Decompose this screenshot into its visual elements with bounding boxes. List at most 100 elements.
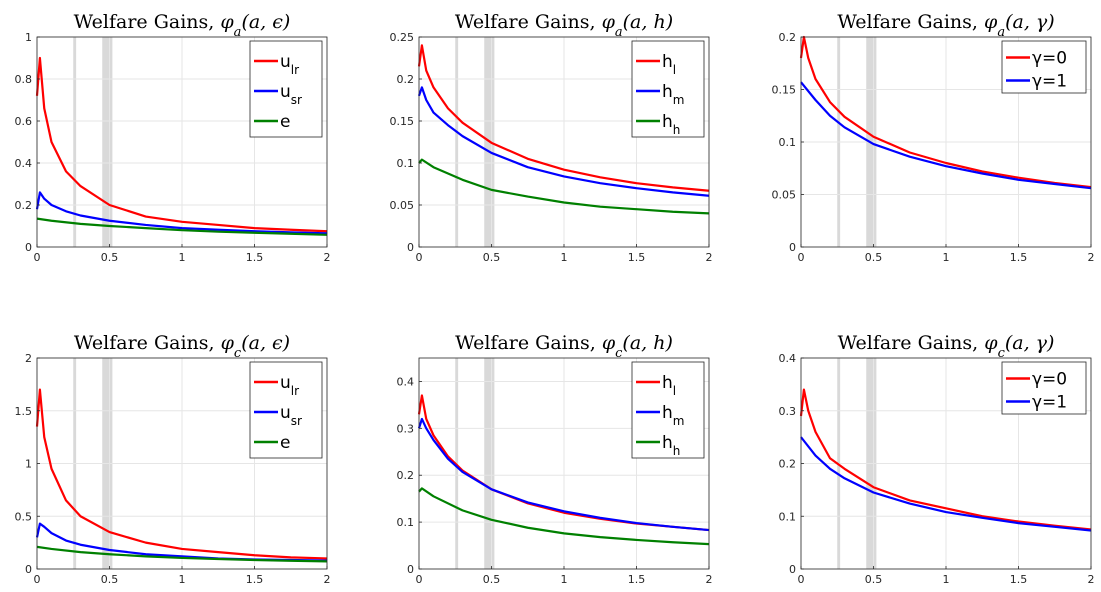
x-tick-label: 1	[561, 251, 568, 264]
y-tick-label: 0.2	[779, 458, 797, 471]
x-tick-label: 1	[179, 573, 186, 586]
series-line-2	[417, 417, 710, 532]
x-tick-label: 0.5	[101, 573, 119, 586]
legend: hl hm hh	[631, 40, 705, 138]
y-tick-label: 0	[25, 563, 32, 576]
legend-label: hh	[662, 433, 680, 458]
series-line-3	[36, 545, 328, 563]
y-tick-label: 0.2	[779, 31, 797, 44]
x-tick-label: 0	[416, 251, 423, 264]
y-tick-label: 0.1	[779, 510, 797, 523]
x-tick-label: 1	[943, 251, 950, 264]
y-tick-label: 0.05	[390, 199, 415, 212]
y-tick-label: 0.1	[397, 157, 415, 170]
panel-1: 0 0.5 1 1.5 2 0 0.2 0.4 0.6 0.8 1 Welfare Gains, φa…	[15, 11, 331, 264]
x-tick-label: 1.5	[628, 251, 646, 264]
y-tick-label: 0.1	[397, 516, 415, 529]
y-tick-label: 1.5	[15, 405, 33, 418]
legend-label: ulr	[280, 52, 299, 77]
y-tick-label: 0	[407, 241, 414, 254]
y-tick-label: 0.3	[779, 405, 797, 418]
legend-label: γ=0	[1032, 49, 1067, 69]
x-tick-label: 1	[179, 251, 186, 264]
chart-title: Welfare Gains, φa(a, ϵ)	[74, 11, 291, 40]
y-tick-label: 0	[789, 241, 796, 254]
legend-label: usr	[280, 82, 302, 107]
series-line-2	[417, 86, 710, 197]
legend-label: hm	[662, 403, 684, 428]
x-tick-label: 0.5	[483, 573, 501, 586]
panel-5: 0 0.5 1 1.5 2 0 0.1 0.2 0.3 0.4 Welfare Gains, φc(…	[397, 332, 713, 586]
legend: γ=0γ=1	[1001, 361, 1087, 415]
legend-label: γ=0	[1032, 370, 1067, 390]
y-tick-label: 1	[25, 458, 32, 471]
x-tick-label: 2	[324, 251, 331, 264]
y-tick-label: 0.1	[779, 136, 797, 149]
legend-box	[1001, 361, 1087, 415]
series-line-1	[799, 388, 1092, 531]
legend-label: usr	[280, 403, 302, 428]
series-line-3	[418, 158, 710, 215]
y-tick-label: 0.05	[772, 189, 797, 202]
legend: ulr usr e	[249, 361, 323, 459]
y-tick-label: 0.2	[397, 73, 415, 86]
panel-3: 0 0.5 1 1.5 2 0 0.05 0.1 0.15 0.2 Welfare Gains, φ…	[772, 11, 1095, 264]
series-line-2	[800, 436, 1092, 532]
panel-6: 0 0.5 1 1.5 2 0 0.1 0.2 0.3 0.4 Welfare Gains, φc(…	[779, 332, 1095, 586]
series-line-3	[36, 217, 328, 236]
chart-title: Welfare Gains, φc(a, h)	[455, 332, 673, 361]
chart-title: Welfare Gains, φa(a, γ)	[837, 11, 1054, 40]
x-tick-label: 0.5	[483, 251, 501, 264]
legend-label: hh	[662, 112, 680, 137]
x-tick-label: 2	[706, 251, 713, 264]
legend-label: ulr	[280, 373, 299, 398]
legend-box	[1001, 40, 1087, 94]
legend: ulr usr e	[249, 40, 323, 138]
x-tick-label: 2	[1088, 251, 1095, 264]
x-tick-label: 0.5	[865, 573, 883, 586]
chart-title: Welfare Gains, φc(a, γ)	[838, 332, 1055, 361]
shaded-band-2	[102, 37, 113, 247]
series-line-2	[800, 81, 1092, 190]
legend-label: e	[280, 112, 290, 132]
x-tick-label: 1	[561, 573, 568, 586]
y-tick-label: 0.2	[397, 469, 415, 482]
y-tick-label: 0.4	[397, 375, 415, 388]
shaded-band-1	[73, 37, 77, 247]
y-tick-label: 0	[789, 563, 796, 576]
panel-2: 0 0.5 1 1.5 2 0 0.05 0.1 0.15 0.2 0.25 Welfare Gain…	[390, 11, 713, 264]
y-tick-label: 0	[25, 241, 32, 254]
panel-4: 0 0.5 1 1.5 2 0 0.5 1 1.5 2 Welfare Gains, φc(a, ϵ…	[15, 332, 331, 586]
y-tick-label: 0.2	[15, 199, 33, 212]
y-tick-label: 0.15	[390, 115, 415, 128]
chart-title: Welfare Gains, φc(a, ϵ)	[74, 332, 290, 361]
x-tick-label: 1.5	[1010, 251, 1028, 264]
x-tick-label: 1.5	[628, 573, 646, 586]
y-tick-label: 2	[25, 352, 32, 365]
x-tick-label: 2	[324, 573, 331, 586]
series-line-1	[35, 388, 328, 560]
legend-label: hl	[662, 373, 676, 398]
x-tick-label: 1.5	[246, 573, 264, 586]
shaded-band-1	[455, 37, 459, 247]
legend-label: hm	[662, 82, 684, 107]
y-tick-label: 0	[407, 563, 414, 576]
y-tick-label: 0.4	[15, 157, 33, 170]
y-tick-label: 0.4	[779, 352, 797, 365]
x-tick-label: 1.5	[1010, 573, 1028, 586]
x-tick-label: 0	[34, 251, 41, 264]
legend-label: γ=1	[1032, 72, 1067, 92]
series-line-1	[35, 56, 328, 233]
series-line-2	[35, 191, 328, 235]
y-tick-label: 0.8	[15, 73, 33, 86]
y-tick-label: 1	[25, 31, 32, 44]
x-tick-label: 0	[798, 251, 805, 264]
x-tick-label: 0.5	[101, 251, 119, 264]
chart-title: Welfare Gains, φa(a, h)	[455, 11, 673, 40]
y-tick-label: 0.6	[15, 115, 33, 128]
series-line-3	[418, 487, 710, 546]
x-tick-label: 1	[943, 573, 950, 586]
x-tick-label: 0.5	[865, 251, 883, 264]
legend-label: e	[280, 433, 290, 453]
